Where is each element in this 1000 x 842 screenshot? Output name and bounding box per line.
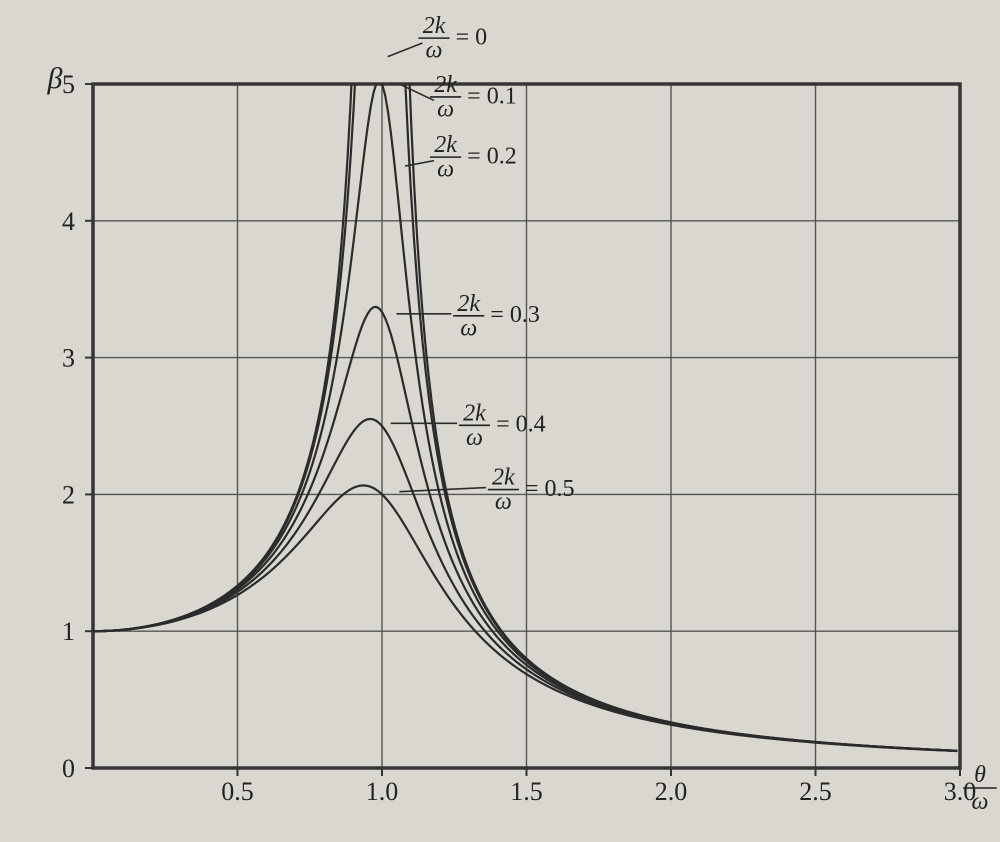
svg-text:= 0.4: = 0.4: [496, 412, 546, 438]
svg-text:2k: 2k: [492, 465, 515, 491]
svg-text:2k: 2k: [434, 72, 457, 98]
svg-text:ω: ω: [460, 315, 477, 341]
x-tick-label: 1.0: [366, 777, 399, 806]
svg-text:= 0.5: = 0.5: [525, 476, 575, 502]
svg-text:= 0: = 0: [456, 25, 488, 51]
svg-text:θ: θ: [974, 762, 986, 788]
svg-text:ω: ω: [437, 97, 454, 123]
y-tick-label: 3: [62, 344, 75, 373]
svg-text:2k: 2k: [463, 400, 486, 426]
y-tick-label: 2: [62, 480, 75, 509]
resonance-chart: 0.51.01.52.02.53.0012345βθω2kω= 02kω= 0.…: [0, 0, 1000, 842]
x-tick-label: 0.5: [221, 777, 254, 806]
svg-text:ω: ω: [972, 789, 989, 815]
svg-text:ω: ω: [495, 489, 512, 515]
svg-text:= 0.2: = 0.2: [467, 144, 517, 170]
svg-text:ω: ω: [426, 38, 443, 64]
x-tick-label: 2.0: [655, 777, 688, 806]
svg-text:= 0.3: = 0.3: [490, 302, 540, 328]
svg-text:= 0.1: = 0.1: [467, 83, 517, 109]
svg-text:ω: ω: [437, 157, 454, 183]
x-tick-label: 1.5: [510, 777, 543, 806]
svg-text:2k: 2k: [434, 132, 457, 158]
y-axis-label: β: [47, 62, 63, 95]
svg-text:2k: 2k: [457, 291, 480, 317]
svg-text:ω: ω: [466, 425, 483, 451]
y-tick-label: 5: [62, 70, 75, 99]
y-tick-label: 4: [62, 207, 75, 236]
svg-text:2k: 2k: [423, 13, 446, 39]
y-tick-label: 0: [62, 754, 75, 783]
y-tick-label: 1: [62, 617, 75, 646]
x-tick-label: 2.5: [799, 777, 832, 806]
